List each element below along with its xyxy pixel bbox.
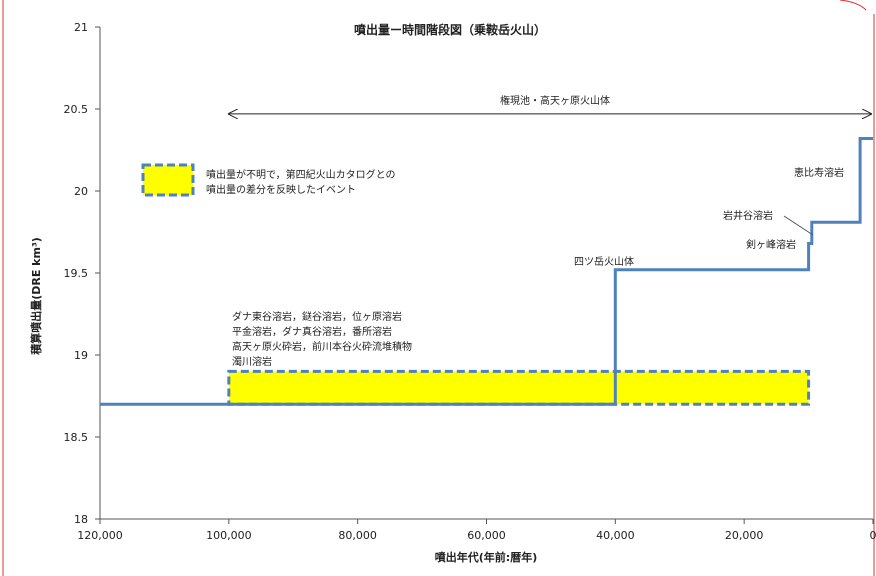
x-tick-label: 100,000 — [206, 529, 252, 542]
block-annotation-line-4: 濁川溶岩 — [232, 355, 272, 368]
block-annotation-line-1: ダナ東谷溶岩，鎹谷溶岩，位ヶ原溶岩 — [232, 310, 402, 323]
y-tick-label: 19.5 — [64, 267, 89, 280]
y-tick-label: 18 — [74, 513, 88, 526]
legend-swatch — [141, 163, 195, 197]
annotation-tsurugigamine: 剣ヶ峰溶岩 — [746, 238, 796, 251]
x-tick-label: 0 — [870, 529, 876, 542]
y-tick-label: 19 — [74, 349, 88, 362]
block-annotation-line-2: 平金溶岩，ダナ真谷溶岩，番所溶岩 — [232, 325, 392, 338]
annotation-iwaidani-leader — [783, 215, 814, 236]
y-tick-label: 21 — [74, 21, 88, 34]
span-arrow-label: 権現池・高天ヶ原火山体 — [500, 94, 610, 107]
legend-label-line-1: 噴出量が不明で，第四紀火山カタログとの — [206, 168, 396, 181]
y-tick-label: 18.5 — [64, 431, 89, 444]
cumulative-volume-step-line — [100, 137, 873, 406]
x-tick-label: 60,000 — [467, 529, 506, 542]
x-tick-label: 20,000 — [725, 529, 764, 542]
red-frame-edge — [839, 0, 867, 11]
x-tick-label: 120,000 — [77, 529, 123, 542]
y-tick-label: 20 — [74, 185, 88, 198]
x-tick-label: 80,000 — [338, 529, 377, 542]
chart-title: 噴出量ー時間階段図（乗鞍岳火山） — [354, 22, 546, 37]
y-tick-label: 20.5 — [64, 103, 89, 116]
annotation-ebisu: 恵比寿溶岩 — [794, 166, 844, 179]
annotation-yotsudake: 四ツ岳火山体 — [574, 256, 634, 268]
plot-marks — [100, 114, 873, 406]
legend-label-line-2: 噴出量の差分を反映したイベント — [206, 183, 356, 196]
y-axis-title: 積算噴出量(DRE km³) — [29, 237, 43, 356]
x-axis-title: 噴出年代(年前:暦年) — [435, 550, 537, 564]
uncertain-volume-box — [227, 369, 811, 406]
x-tick-label: 40,000 — [596, 529, 635, 542]
block-annotation-line-3: 高天ヶ原火砕岩，前川本谷火砕流堆積物 — [232, 340, 412, 353]
annotation-iwaidani: 岩井谷溶岩 — [723, 209, 773, 222]
y-axis: 21 20.5 20 19.5 19 18.5 18 — [64, 21, 101, 526]
x-axis: 120,000 100,000 80,000 60,000 40,000 20,000 0 — [77, 518, 876, 542]
